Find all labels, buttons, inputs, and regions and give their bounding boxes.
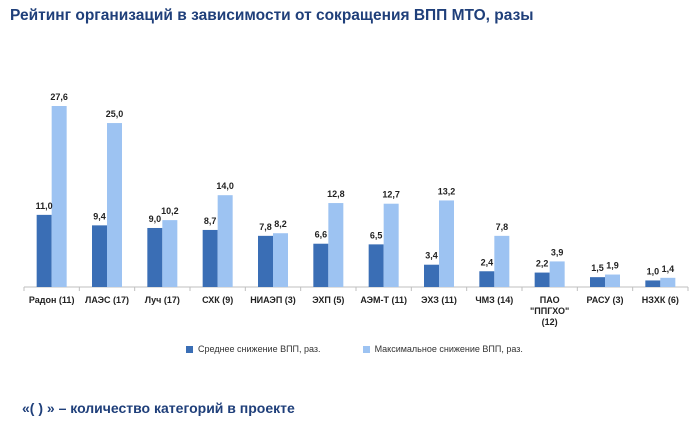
data-label-avg: 1,0 bbox=[647, 266, 660, 276]
x-tick-label-line: ЛАЭС (17) bbox=[85, 295, 129, 305]
x-tick-label-line: РАСУ (3) bbox=[587, 295, 624, 305]
x-tick-label-line: АЭМ-Т (11) bbox=[360, 295, 407, 305]
bar-avg bbox=[258, 235, 273, 287]
legend-item-avg: Среднее снижение ВПП, раз. bbox=[186, 344, 321, 354]
bar-max bbox=[217, 195, 233, 287]
x-tick-label: Луч (17) bbox=[145, 295, 180, 305]
x-tick-label-line: ЭХП (5) bbox=[312, 295, 344, 305]
bar-avg bbox=[534, 272, 550, 287]
data-label-max: 10,2 bbox=[161, 206, 179, 216]
x-tick-label-line: Радон (11) bbox=[29, 295, 75, 305]
bar-max bbox=[51, 106, 67, 287]
legend-label-max: Максимальное снижение ВПП, раз. bbox=[374, 344, 523, 354]
x-tick-label-line: ПАО bbox=[540, 295, 560, 305]
data-label-avg: 1,5 bbox=[591, 263, 604, 273]
data-label-avg: 2,4 bbox=[481, 257, 494, 267]
x-tick-label: Радон (11) bbox=[29, 295, 75, 305]
bar-avg bbox=[479, 271, 495, 287]
chart-legend: Среднее снижение ВПП, раз. Максимальное … bbox=[186, 344, 523, 354]
x-tick-label: СХК (9) bbox=[202, 295, 233, 305]
bar-max bbox=[383, 203, 399, 287]
data-label-avg: 6,6 bbox=[315, 230, 328, 240]
bar-max bbox=[605, 274, 620, 287]
legend-item-max: Максимальное снижение ВПП, раз. bbox=[362, 344, 523, 354]
data-label-avg: 2,2 bbox=[536, 259, 549, 269]
bar-avg bbox=[36, 214, 52, 287]
data-label-avg: 6,5 bbox=[370, 230, 383, 240]
data-label-max: 13,2 bbox=[438, 186, 456, 196]
bar-avg bbox=[147, 227, 163, 287]
x-tick-label-line: (12) bbox=[542, 317, 558, 327]
x-tick-label-line: Луч (17) bbox=[145, 295, 180, 305]
bar-max bbox=[273, 233, 288, 287]
bar-avg bbox=[424, 264, 439, 287]
bar-avg bbox=[313, 243, 329, 287]
data-label-avg: 3,4 bbox=[425, 251, 438, 261]
data-label-max: 3,9 bbox=[551, 247, 564, 257]
x-tick-label: НИАЭП (3) bbox=[250, 295, 296, 305]
data-label-avg: 9,0 bbox=[149, 214, 162, 224]
bar-max bbox=[494, 235, 510, 287]
bar-max bbox=[328, 203, 344, 287]
bar-max bbox=[162, 220, 178, 287]
data-label-max: 14,0 bbox=[216, 181, 234, 191]
data-label-max: 27,6 bbox=[50, 92, 68, 102]
x-tick-label: ПАО "ППГХО" (12) bbox=[530, 295, 569, 327]
data-label-avg: 8,7 bbox=[204, 216, 217, 226]
data-label-avg: 7,8 bbox=[259, 222, 272, 232]
x-tick-label: НЗХК (6) bbox=[642, 295, 679, 305]
legend-swatch-avg bbox=[186, 345, 193, 353]
footnote: «( ) » – количество категорий в проекте bbox=[22, 400, 295, 416]
bar-avg bbox=[368, 244, 384, 287]
data-label-max: 1,9 bbox=[606, 261, 619, 271]
legend-swatch-max bbox=[362, 345, 370, 353]
x-tick-label-line: НИАЭП (3) bbox=[250, 295, 296, 305]
bar-max bbox=[549, 261, 565, 287]
data-label-max: 1,4 bbox=[662, 264, 675, 274]
bar-avg bbox=[645, 280, 661, 287]
x-tick-label: ЧМЗ (14) bbox=[475, 295, 513, 305]
bar-avg bbox=[92, 225, 107, 287]
bar-max bbox=[439, 200, 454, 287]
data-label-max: 12,8 bbox=[327, 189, 345, 199]
x-tick-label: ЭХЗ (11) bbox=[421, 295, 457, 305]
bar-max bbox=[660, 277, 676, 287]
x-tick-label: РАСУ (3) bbox=[587, 295, 624, 305]
data-label-max: 25,0 bbox=[106, 109, 124, 119]
data-label-max: 12,7 bbox=[382, 190, 400, 200]
x-tick-label-line: СХК (9) bbox=[202, 295, 233, 305]
data-label-max: 7,8 bbox=[496, 222, 509, 232]
x-tick-label: ЛАЭС (17) bbox=[85, 295, 129, 305]
bar-chart: 11,0 27,6 Радон (11) 9,4 25,0 ЛАЭС (17) 9,010,… bbox=[23, 92, 689, 327]
bar-max bbox=[107, 123, 122, 288]
x-tick-label: АЭМ-Т (11) bbox=[360, 295, 407, 305]
data-label-avg: 11,0 bbox=[36, 201, 53, 211]
bar-avg bbox=[590, 277, 605, 287]
x-tick-label-line: "ППГХО" bbox=[530, 306, 569, 316]
bar-avg bbox=[202, 229, 218, 287]
data-label-max: 8,2 bbox=[274, 219, 287, 229]
data-label-avg: 9,4 bbox=[93, 211, 106, 221]
legend-label-avg: Среднее снижение ВПП, раз. bbox=[198, 344, 321, 354]
x-tick-label-line: НЗХК (6) bbox=[642, 295, 679, 305]
chart-title: Рейтинг организаций в зависимости от сок… bbox=[10, 7, 534, 24]
x-tick-label-line: ЧМЗ (14) bbox=[475, 295, 513, 305]
x-tick-label: ЭХП (5) bbox=[312, 295, 344, 305]
x-tick-label-line: ЭХЗ (11) bbox=[421, 295, 457, 305]
